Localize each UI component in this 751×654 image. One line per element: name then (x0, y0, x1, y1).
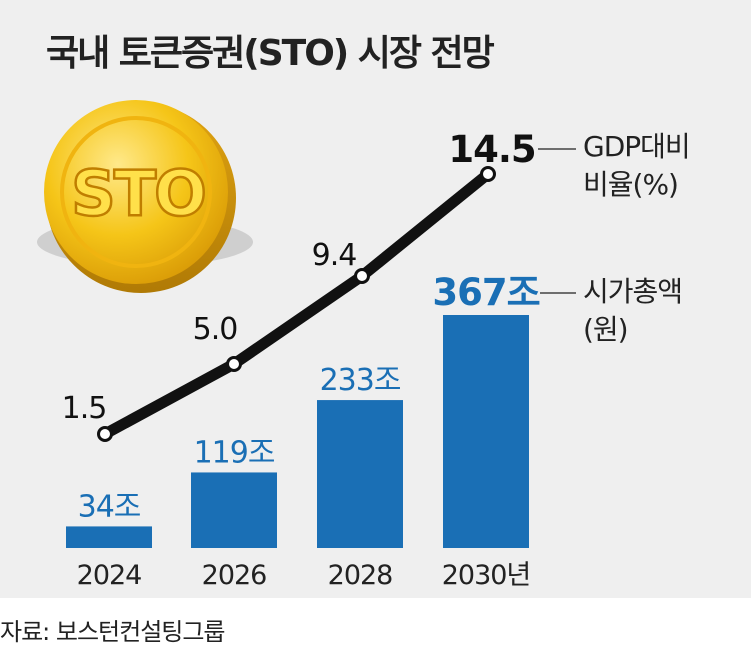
bar-value-label: 119조 (194, 435, 275, 470)
legend-bar-label-2: (원) (583, 313, 629, 346)
legend-line-label-1: GDP대비 (583, 130, 691, 163)
line-value-label: 1.5 (62, 391, 107, 426)
x-tick-label: 2024 (77, 560, 142, 591)
source-note: 자료: 보스턴컨설팅그룹 (0, 618, 226, 646)
bar-value-label: 367조 (432, 271, 539, 314)
line-value-label: 9.4 (312, 238, 357, 273)
bar-2026 (191, 472, 277, 548)
coin-icon: STO (37, 100, 253, 293)
legend-bar-label-1: 시가총액 (583, 275, 683, 308)
chart-area: STO 34조 2024 119조 2026 233조 2028 367조 2030년 1.5… (37, 100, 576, 591)
x-tick-label: 2026 (202, 560, 267, 591)
line-point (97, 426, 113, 442)
line-point (354, 268, 370, 284)
x-tick-label: 2028 (328, 560, 393, 591)
line-value-label: 5.0 (193, 312, 238, 347)
legend-line-label-2: 비율(%) (583, 168, 679, 201)
legend-bar-label: 시가총액 (원) (583, 273, 683, 349)
bar-2024 (66, 526, 152, 548)
x-tick-label: 2030년 (442, 560, 531, 591)
line-value-label: 14.5 (448, 128, 535, 171)
line-series-gdp-ratio (99, 168, 494, 440)
bar-value-label: 34조 (78, 489, 141, 524)
bar-2030년 (443, 315, 529, 548)
line-point (226, 356, 242, 372)
line-point (480, 166, 496, 182)
chart-title: 국내 토큰증권(STO) 시장 전망 (46, 33, 495, 74)
legend-line-label: GDP대비 비율(%) (583, 128, 691, 204)
bar-value-label: 233조 (320, 363, 401, 398)
bar-2028 (317, 400, 403, 548)
coin-label: STO (71, 157, 205, 230)
legend-connectors (538, 148, 576, 294)
